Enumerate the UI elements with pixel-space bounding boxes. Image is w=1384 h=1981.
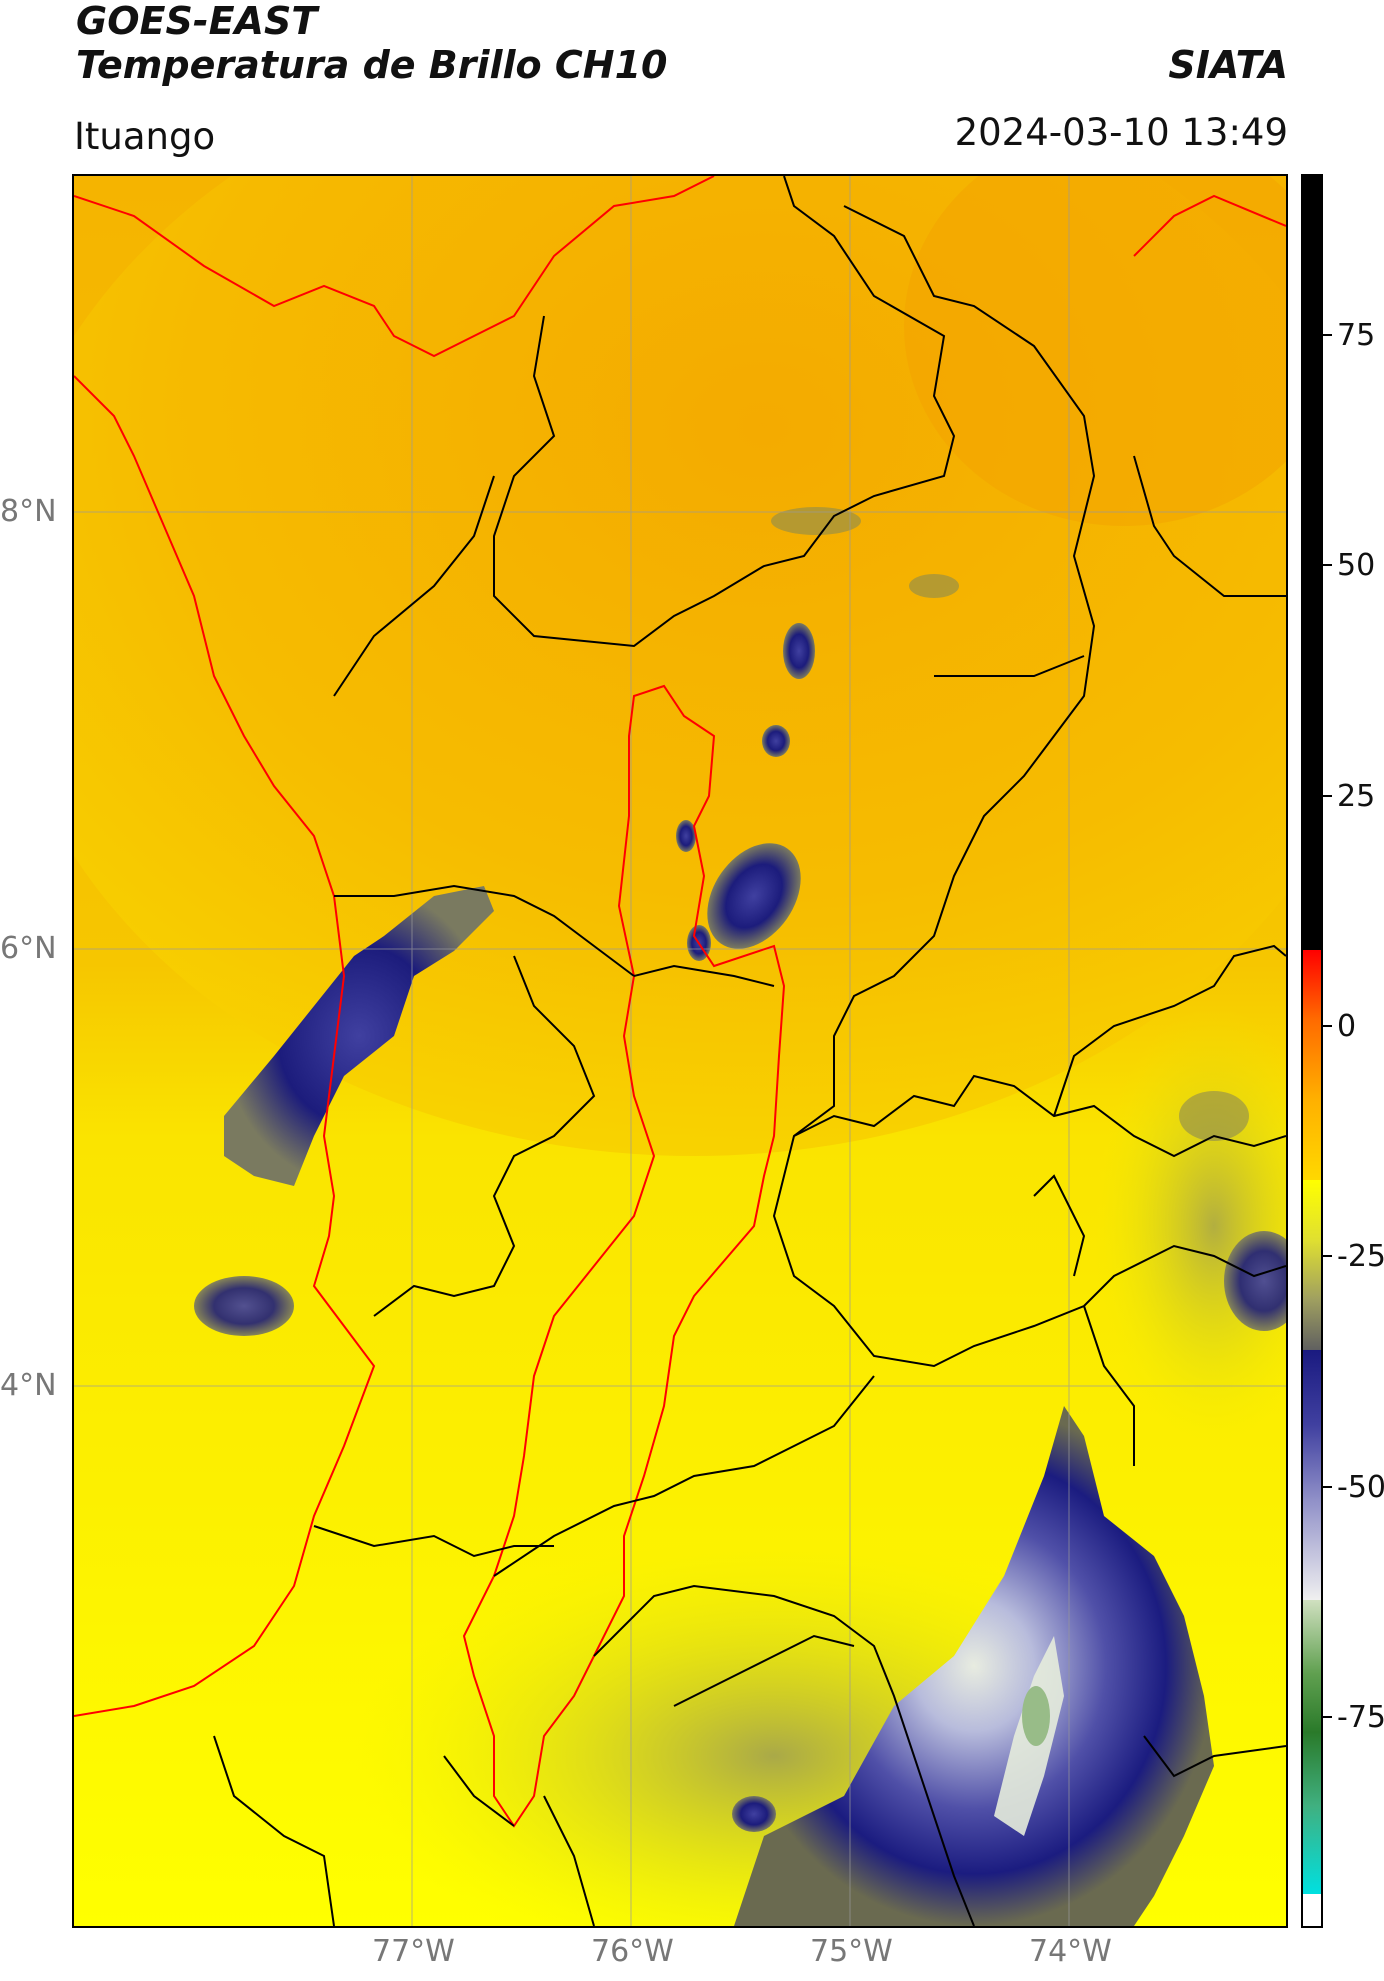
storm-core-green bbox=[1022, 1686, 1050, 1746]
lon-label-77w: 77°W bbox=[372, 1934, 455, 1969]
satellite-map bbox=[72, 174, 1288, 1928]
lat-label-8n: 8°N bbox=[0, 494, 57, 529]
lat-label-6n: 6°N bbox=[0, 931, 57, 966]
colorbar-tick-minus25: -25 bbox=[1337, 1239, 1384, 1274]
storm-complex-south bbox=[734, 1406, 1214, 1926]
cloud-cell-c3 bbox=[707, 843, 801, 949]
map-svg bbox=[74, 176, 1286, 1926]
lon-label-76w: 76°W bbox=[591, 1934, 674, 1969]
colorbar-tickmark bbox=[1322, 1255, 1332, 1257]
cloud-cell-n1 bbox=[771, 507, 861, 535]
title-line-2: Temperatura de Brillo CH10 bbox=[76, 43, 668, 87]
cloud-cell-w2 bbox=[194, 1276, 294, 1336]
red-boundaries bbox=[74, 176, 1286, 1828]
cloud-cell-sw bbox=[732, 1796, 776, 1832]
colorbar-tick-25: 25 bbox=[1337, 779, 1376, 814]
colorbar-tick-minus75: -75 bbox=[1337, 1700, 1384, 1735]
cloud-cell-e2 bbox=[1179, 1091, 1249, 1141]
colorbar-tickmark bbox=[1322, 1025, 1332, 1027]
colorbar-tick-minus50: -50 bbox=[1337, 1470, 1384, 1505]
cloud-cell-c2 bbox=[762, 725, 790, 757]
lat-label-4n: 4°N bbox=[0, 1368, 57, 1403]
cloud-cell-e bbox=[1224, 1231, 1286, 1331]
cloud-cell-n2 bbox=[909, 574, 959, 598]
colorbar-tickmark bbox=[1322, 1716, 1332, 1718]
warm-region-ne bbox=[904, 176, 1286, 526]
cloud-cell-c1 bbox=[783, 623, 815, 679]
colorbar-blue-white bbox=[1303, 1350, 1321, 1600]
cloud-cell-c4 bbox=[676, 820, 696, 852]
colorbar-tickmark bbox=[1322, 1486, 1332, 1488]
colorbar-black bbox=[1303, 176, 1321, 950]
colorbar-tick-50: 50 bbox=[1337, 548, 1376, 583]
colorbar-tickmark bbox=[1322, 564, 1332, 566]
lon-label-75w: 75°W bbox=[810, 1934, 893, 1969]
datetime-label: 2024-03-10 13:49 bbox=[954, 111, 1288, 154]
title-line-1: GOES-EAST bbox=[76, 0, 318, 43]
colorbar-tickmark bbox=[1322, 334, 1332, 336]
colorbar-yellow-gray bbox=[1303, 1180, 1321, 1350]
source-label: SIATA bbox=[1168, 43, 1288, 87]
lon-label-74w: 74°W bbox=[1029, 1934, 1112, 1969]
graticule bbox=[74, 176, 1286, 1926]
location-label: Ituango bbox=[74, 115, 216, 158]
colorbar-white bbox=[1303, 1894, 1321, 1926]
colorbar-green-cyan bbox=[1303, 1600, 1321, 1894]
colorbar-tick-75: 75 bbox=[1337, 318, 1376, 353]
colorbar-tickmark bbox=[1322, 795, 1332, 797]
colorbar-tick-0: 0 bbox=[1337, 1009, 1357, 1044]
colorbar bbox=[1301, 174, 1323, 1928]
black-boundaries bbox=[213, 176, 1286, 1926]
cloud-cluster-west bbox=[224, 886, 494, 1186]
colorbar-red-orange bbox=[1303, 950, 1321, 1180]
